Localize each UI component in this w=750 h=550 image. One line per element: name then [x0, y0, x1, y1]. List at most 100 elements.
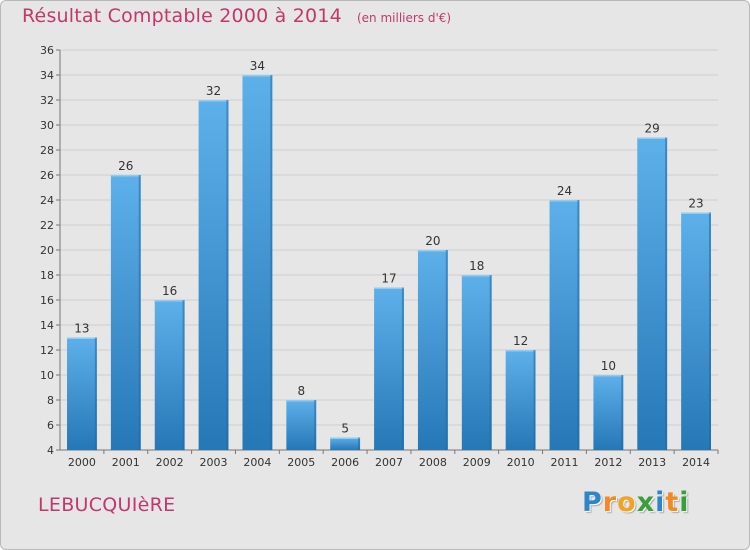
x-tick-label: 2009: [463, 456, 491, 469]
bar-layer: [67, 75, 711, 450]
logo-letter: o: [617, 487, 637, 518]
data-label: 12: [513, 334, 528, 348]
data-label: 29: [645, 122, 660, 136]
x-tick-label: 2008: [419, 456, 447, 469]
bar: [67, 337, 97, 450]
bar: [154, 300, 185, 450]
bar: [374, 287, 404, 450]
data-label: 32: [206, 84, 221, 98]
bar-shade: [226, 100, 229, 450]
logo-letter: r: [602, 487, 618, 518]
bar-top-edge: [286, 400, 317, 402]
bar-top-edge: [242, 75, 273, 77]
bar-top-edge: [593, 375, 624, 377]
y-tick-label: 22: [40, 219, 54, 232]
y-tick-label: 36: [40, 44, 54, 57]
logo-letter: t: [665, 487, 680, 518]
label-layer: 13 2000 26 2001 16 2002 32 2003 34 2004 8 2005 5 2006…: [68, 59, 710, 469]
bar-shade: [401, 287, 404, 450]
bar-shade: [270, 75, 273, 450]
data-label: 24: [557, 184, 572, 198]
y-tick-label: 26: [40, 169, 54, 182]
bar: [330, 437, 361, 450]
data-label: 18: [469, 259, 484, 273]
bar-shade: [445, 250, 448, 450]
bar-shade: [358, 437, 361, 450]
bar-shade: [708, 212, 711, 450]
y-tick-label: 18: [40, 269, 54, 282]
bar: [637, 137, 668, 450]
proxiti-logo: Proxiti: [582, 487, 690, 518]
data-label: 16: [162, 284, 177, 298]
bar-shade: [94, 337, 97, 450]
x-tick-label: 2007: [375, 456, 403, 469]
data-label: 17: [381, 272, 396, 286]
x-tick-label: 2002: [156, 456, 184, 469]
bar-shade: [577, 200, 580, 450]
y-tick-label: 20: [40, 244, 54, 257]
bar: [417, 250, 448, 450]
bar-top-edge: [461, 275, 492, 277]
bar-top-edge: [549, 200, 580, 202]
y-tick-label: 34: [40, 69, 54, 82]
data-label: 20: [425, 234, 440, 248]
bar-top-edge: [417, 250, 448, 252]
x-tick-label: 2001: [112, 456, 140, 469]
bar: [593, 375, 624, 450]
y-tick-label: 16: [40, 294, 54, 307]
bar-top-edge: [110, 175, 141, 177]
bar: [242, 75, 273, 450]
bar: [286, 400, 317, 450]
y-tick-label: 24: [40, 194, 54, 207]
y-tick-label: 14: [40, 319, 54, 332]
bar: [549, 200, 580, 450]
x-tick-label: 2010: [507, 456, 535, 469]
bar-top-edge: [330, 437, 361, 439]
data-label: 13: [74, 322, 89, 336]
logo-letter: x: [636, 487, 656, 518]
x-tick-label: 2004: [243, 456, 271, 469]
x-tick-label: 2006: [331, 456, 359, 469]
x-tick-label: 2012: [594, 456, 622, 469]
y-tick-label: 30: [40, 119, 54, 132]
bar-top-edge: [67, 337, 97, 339]
y-tick-label: 4: [47, 444, 54, 457]
bar-shade: [314, 400, 317, 450]
bar: [198, 100, 229, 450]
y-tick-label: 8: [47, 394, 54, 407]
bar: [505, 350, 536, 450]
x-tick-label: 2005: [287, 456, 315, 469]
data-label: 10: [601, 359, 616, 373]
data-label: 8: [297, 384, 305, 398]
bar-shade: [182, 300, 185, 450]
commune-name: LEBUCQUIèRE: [38, 494, 176, 516]
bar-shade: [138, 175, 141, 450]
x-tick-label: 2000: [68, 456, 96, 469]
bar-shade: [665, 137, 668, 450]
data-label: 26: [118, 159, 133, 173]
x-tick-label: 2013: [638, 456, 666, 469]
y-tick-label: 28: [40, 144, 54, 157]
bar-top-edge: [681, 212, 711, 214]
x-tick-label: 2014: [682, 456, 710, 469]
data-label: 23: [688, 197, 703, 211]
bar-top-edge: [198, 100, 229, 102]
logo-letter: i: [655, 487, 666, 518]
bar-top-edge: [505, 350, 536, 352]
bar: [681, 212, 711, 450]
x-tick-label: 2011: [550, 456, 578, 469]
data-label: 34: [250, 59, 265, 73]
y-tick-label: 12: [40, 344, 54, 357]
bar-top-edge: [374, 287, 404, 289]
y-tick-label: 10: [40, 369, 54, 382]
bar-shade: [489, 275, 492, 450]
y-tick-label: 6: [47, 419, 54, 432]
x-tick-label: 2003: [200, 456, 228, 469]
bar: [110, 175, 141, 450]
y-tick-label: 32: [40, 94, 54, 107]
bar-top-edge: [154, 300, 185, 302]
chart-title: Résultat Comptable 2000 à 2014: [22, 5, 342, 27]
chart-title-row: Résultat Comptable 2000 à 2014 (en milli…: [22, 5, 451, 27]
bar-shade: [621, 375, 624, 450]
